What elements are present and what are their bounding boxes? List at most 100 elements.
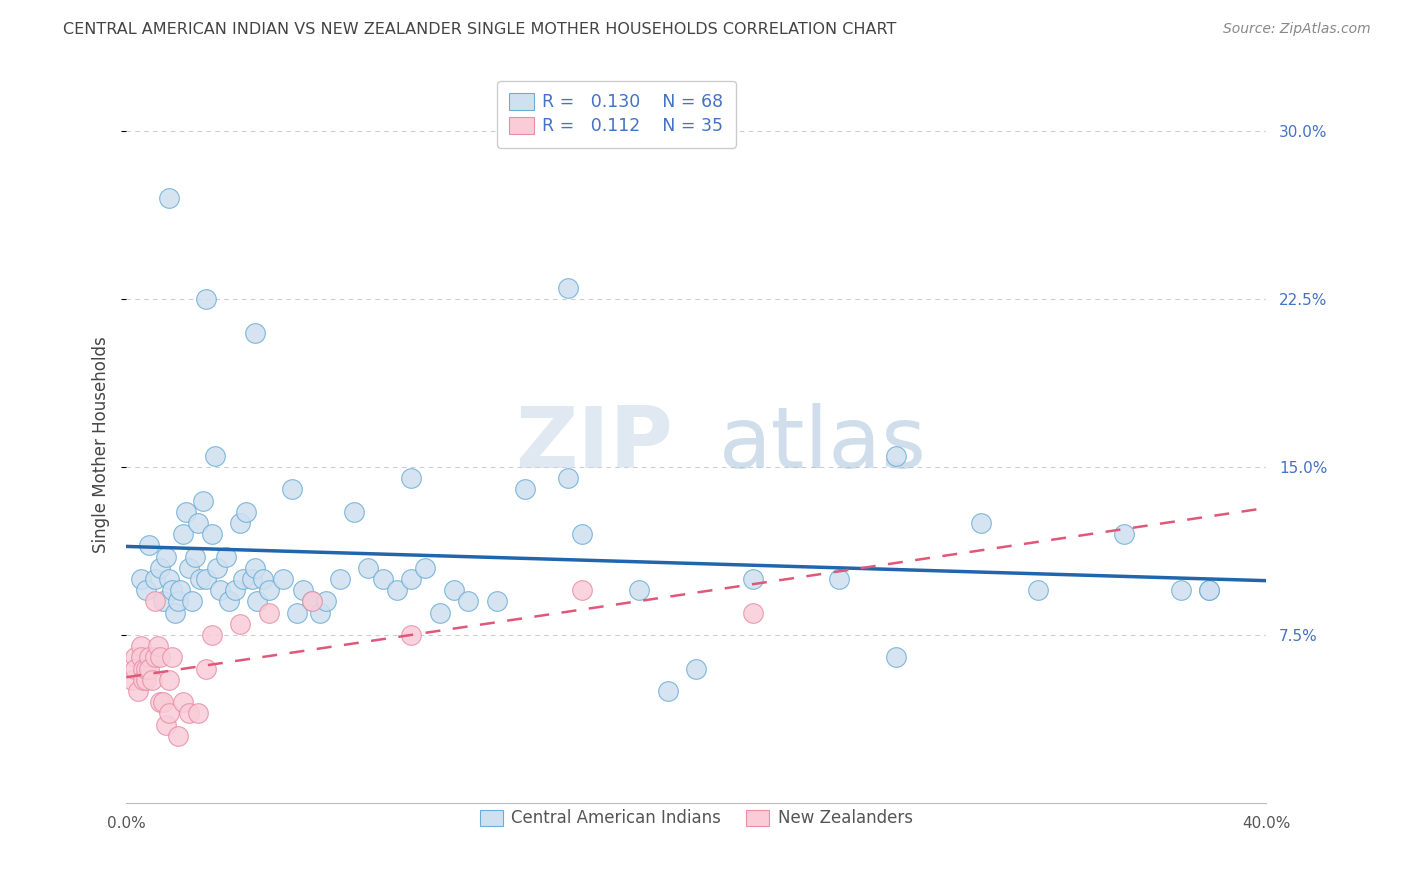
Point (132, 673, 155, 687)
Point (190, 572, 212, 586)
Point (183, 549, 205, 564)
Point (174, 505, 197, 519)
Point (235, 505, 257, 519)
Point (138, 650, 160, 665)
Point (252, 572, 274, 586)
Point (129, 572, 152, 586)
Point (195, 662, 218, 676)
Point (160, 583, 183, 598)
Point (1198, 583, 1220, 598)
Point (143, 594, 166, 608)
Point (343, 505, 366, 519)
Point (628, 583, 651, 598)
Point (443, 583, 465, 598)
Point (195, 292, 218, 306)
Point (285, 606, 308, 620)
Point (399, 628, 422, 642)
Point (515, 483, 537, 497)
Point (138, 538, 160, 552)
Point (193, 493, 215, 508)
Point (157, 572, 180, 586)
Point (457, 594, 479, 608)
Point (166, 729, 188, 743)
Point (132, 662, 155, 676)
Point (155, 717, 177, 731)
Point (301, 594, 323, 608)
Point (169, 583, 191, 598)
Point (229, 616, 252, 631)
Text: CENTRAL AMERICAN INDIAN VS NEW ZEALANDER SINGLE MOTHER HOUSEHOLDS CORRELATION CH: CENTRAL AMERICAN INDIAN VS NEW ZEALANDER… (63, 22, 897, 37)
Point (271, 572, 294, 586)
Point (970, 516, 993, 530)
Point (166, 594, 188, 608)
Y-axis label: Single Mother Households: Single Mother Households (93, 336, 110, 553)
Point (149, 650, 172, 665)
Point (429, 606, 451, 620)
Point (163, 606, 186, 620)
Point (243, 561, 266, 575)
Point (149, 561, 172, 575)
Point (291, 583, 314, 598)
Point (207, 561, 229, 575)
Point (143, 650, 166, 665)
Point (571, 527, 593, 541)
Point (1026, 583, 1049, 598)
Point (157, 191, 180, 205)
Point (415, 561, 437, 575)
Point (557, 471, 579, 485)
Point (141, 673, 163, 687)
Point (685, 662, 707, 676)
Point (186, 516, 208, 530)
Point (127, 684, 149, 698)
Point (177, 706, 200, 721)
Point (129, 650, 152, 665)
Point (124, 662, 146, 676)
Point (827, 572, 849, 586)
Point (177, 561, 200, 575)
Point (309, 606, 332, 620)
Point (240, 572, 263, 586)
Point (257, 606, 280, 620)
Legend: Central American Indians, New Zealanders: Central American Indians, New Zealanders (472, 803, 920, 834)
Point (884, 449, 907, 463)
Point (146, 639, 169, 653)
Point (571, 583, 593, 598)
Text: Source: ZipAtlas.com: Source: ZipAtlas.com (1223, 22, 1371, 37)
Point (371, 572, 394, 586)
Point (257, 583, 280, 598)
Point (160, 650, 183, 665)
Point (209, 583, 232, 598)
Point (280, 483, 302, 497)
Point (1170, 583, 1192, 598)
Point (742, 572, 765, 586)
Point (135, 673, 157, 687)
Point (315, 594, 337, 608)
Point (301, 594, 323, 608)
Point (232, 572, 254, 586)
Point (1198, 583, 1220, 598)
Point (329, 572, 352, 586)
Point (157, 706, 180, 721)
Point (485, 594, 508, 608)
Point (357, 561, 380, 575)
Point (149, 695, 172, 709)
Point (204, 449, 226, 463)
Point (138, 662, 160, 676)
Point (186, 706, 208, 721)
Point (201, 628, 224, 642)
Point (884, 650, 907, 665)
Point (172, 695, 194, 709)
Point (201, 527, 224, 541)
Point (135, 662, 157, 676)
Point (1112, 527, 1135, 541)
Point (172, 527, 194, 541)
Point (121, 673, 143, 687)
Point (195, 572, 218, 586)
Point (143, 572, 166, 586)
Point (135, 583, 157, 598)
Point (399, 471, 422, 485)
Point (742, 606, 765, 620)
Point (246, 594, 269, 608)
Point (180, 594, 202, 608)
Point (224, 583, 246, 598)
